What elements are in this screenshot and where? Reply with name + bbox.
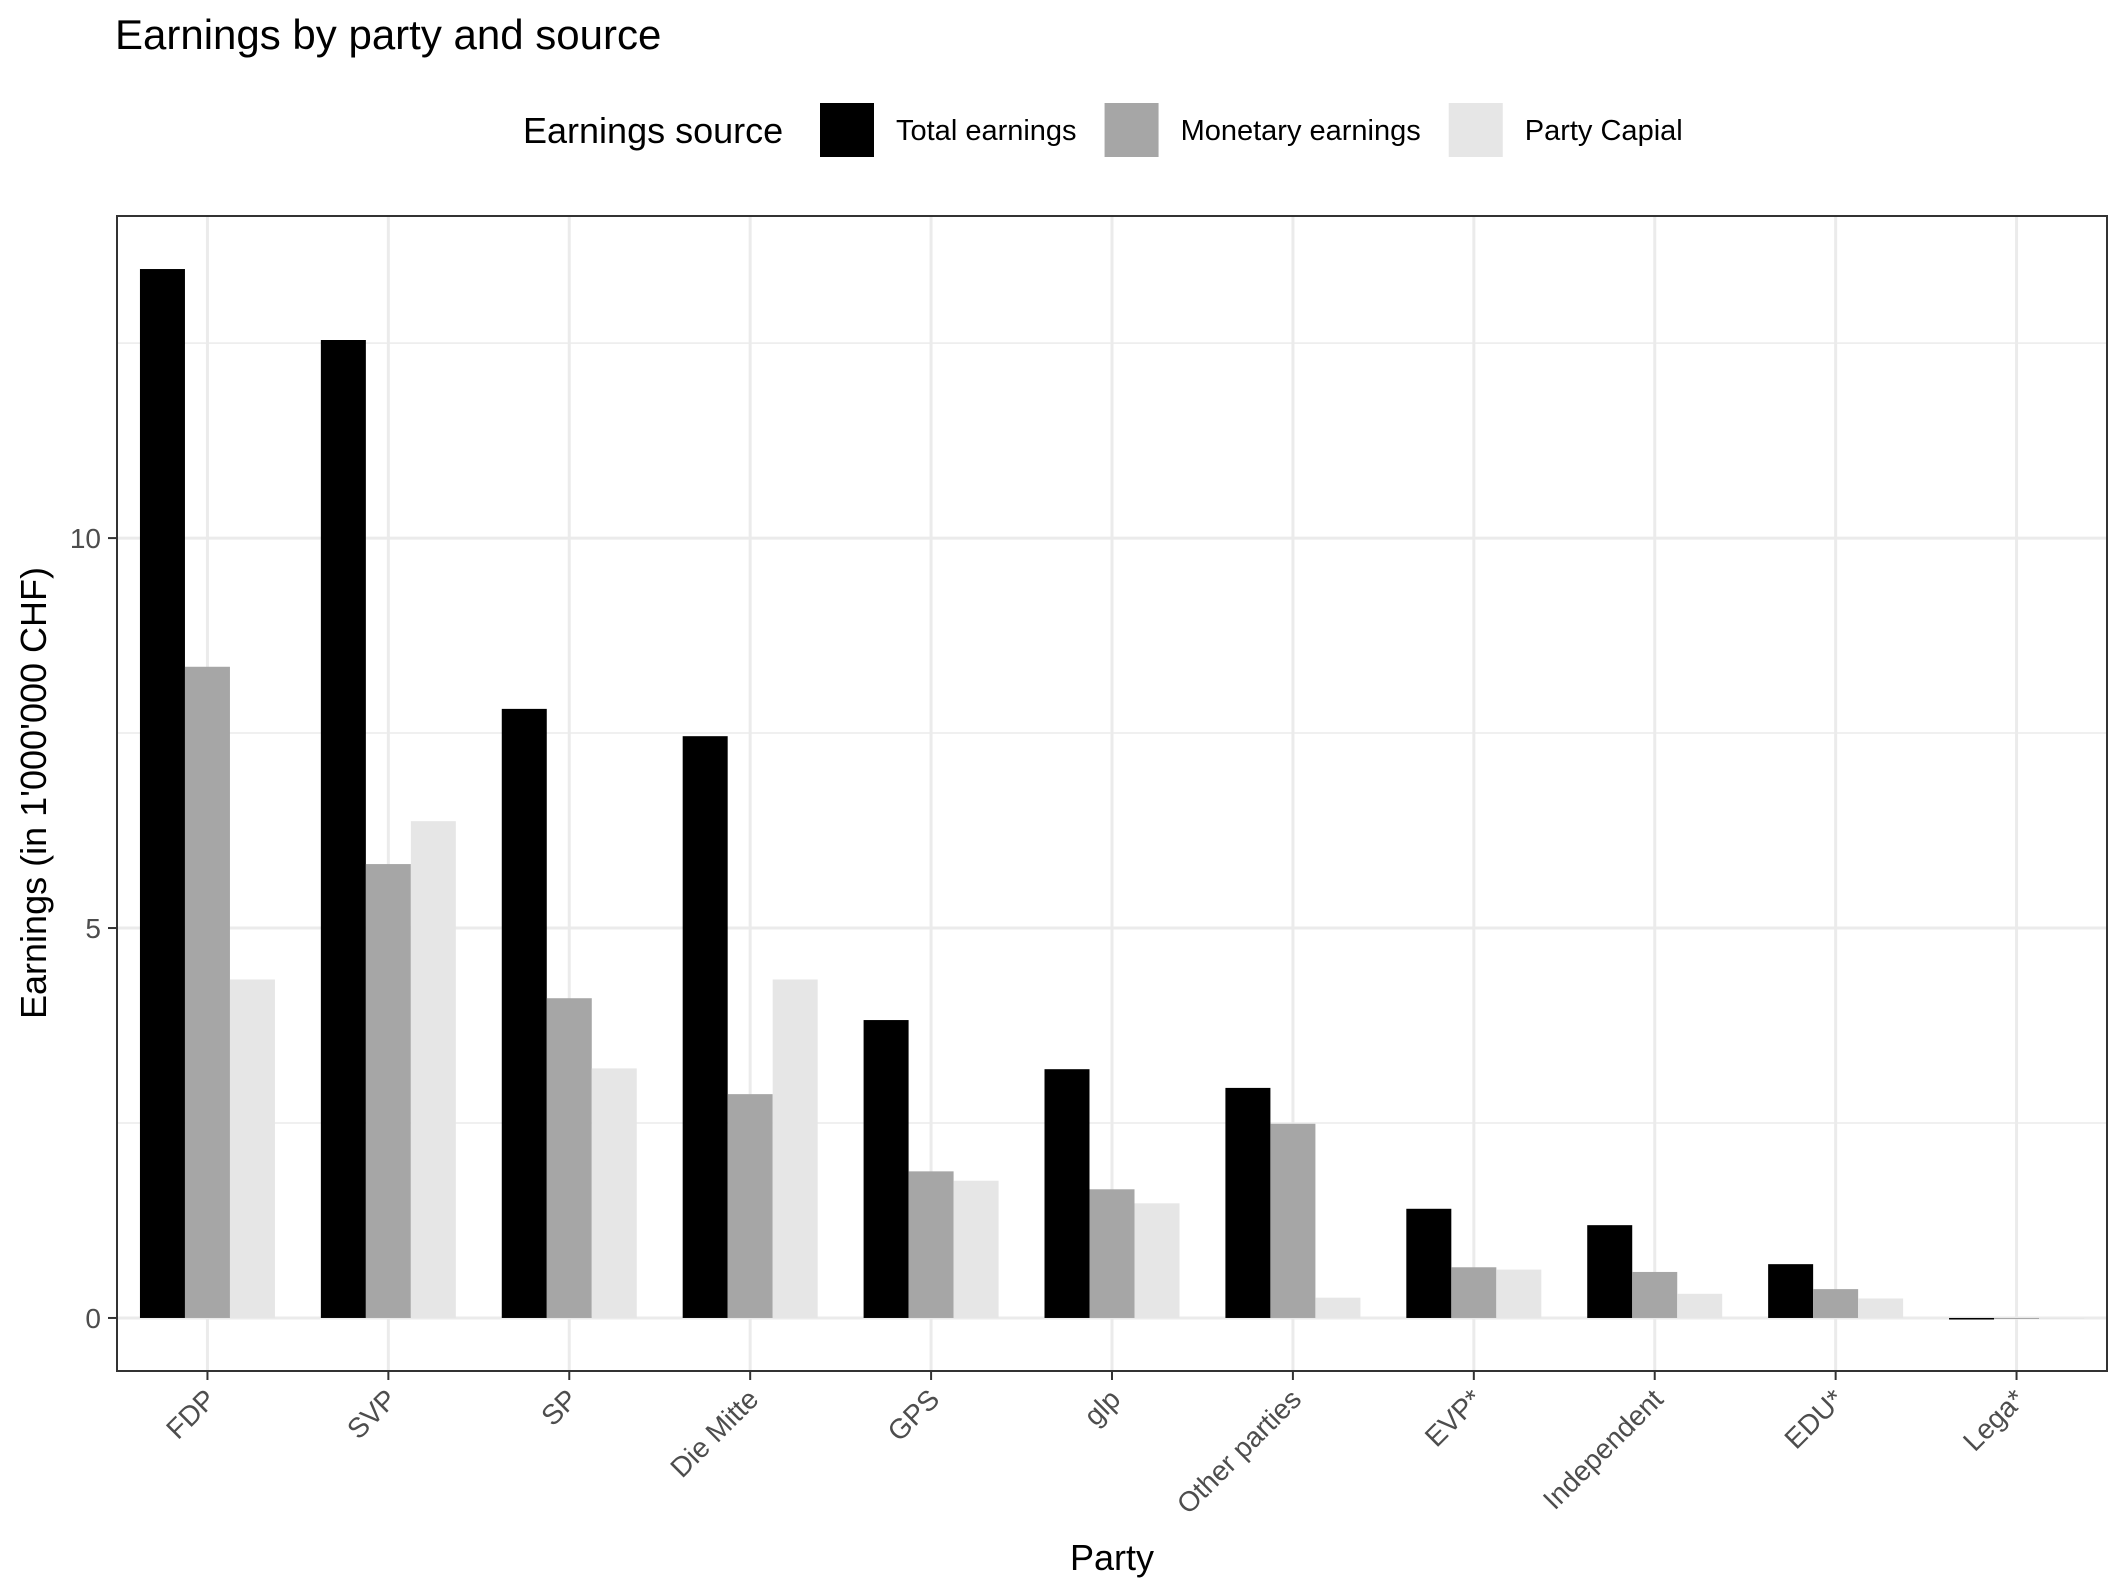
bar-svp-monetary-earnings: [365, 864, 411, 1318]
bar-lega-party-capial: [2039, 1317, 2085, 1319]
legend-label: Monetary earnings: [1181, 115, 1421, 147]
legend-title: Earnings source: [523, 110, 783, 151]
bar-gps-monetary-earnings: [908, 1171, 954, 1318]
y-tick-label: 0: [85, 1303, 101, 1334]
bar-gps-party-capial: [953, 1180, 999, 1318]
bar-die-mitte-party-capial: [772, 979, 818, 1318]
x-axis: FDP SVP SP Die Mitte GPS glp Other parties EVP*…: [160, 1371, 2031, 1520]
x-tick-label: Die Mitte: [664, 1383, 764, 1483]
bar-svp-total-earnings: [320, 340, 366, 1318]
bar-lega-monetary-earnings: [1994, 1317, 2040, 1319]
legend-key: [1448, 103, 1503, 157]
x-tick-label: EVP*: [1419, 1383, 1488, 1452]
legend-label: Party Capial: [1525, 115, 1683, 147]
bar-other-parties-party-capial: [1315, 1297, 1361, 1318]
bar-svp-party-capial: [410, 821, 456, 1318]
bar-sp-total-earnings: [501, 708, 547, 1318]
x-axis-title: Party: [1070, 1537, 1154, 1578]
bar-sp-party-capial: [591, 1068, 637, 1318]
bar-fdp-monetary-earnings: [184, 666, 230, 1318]
bars: [139, 269, 2085, 1320]
bar-die-mitte-total-earnings: [682, 736, 728, 1318]
bar-fdp-party-capial: [229, 979, 275, 1318]
legend-key: [1104, 103, 1159, 157]
x-tick-label: FDP: [160, 1383, 222, 1445]
y-tick-label: 5: [85, 913, 101, 944]
bar-edu-total-earnings: [1768, 1264, 1814, 1318]
x-tick-label: glp: [1078, 1383, 1126, 1431]
x-tick-label: EDU*: [1778, 1383, 1850, 1455]
legend: Earnings source Total earnings Monetary e…: [523, 103, 1683, 157]
bar-die-mitte-monetary-earnings: [727, 1094, 773, 1318]
bar-edu-party-capial: [1858, 1298, 1904, 1318]
x-tick-label: SP: [535, 1383, 583, 1431]
chart-title: Earnings by party and source: [115, 11, 661, 58]
bar-edu-monetary-earnings: [1813, 1289, 1859, 1318]
legend-key: [820, 103, 874, 157]
x-tick-label: Other parties: [1171, 1383, 1307, 1519]
bar-independent-party-capial: [1677, 1293, 1723, 1318]
y-tick-label: 10: [70, 523, 101, 554]
bar-glp-total-earnings: [1044, 1069, 1090, 1318]
bar-sp-monetary-earnings: [546, 998, 592, 1318]
bar-glp-party-capial: [1134, 1203, 1180, 1318]
bar-other-parties-monetary-earnings: [1270, 1123, 1316, 1318]
bar-lega-total-earnings: [1949, 1317, 1995, 1320]
bar-evp-total-earnings: [1406, 1208, 1452, 1318]
y-axis-title: Earnings (in 1'000'000 CHF): [13, 567, 54, 1019]
y-axis: 0 5 10: [70, 523, 117, 1334]
bar-independent-total-earnings: [1587, 1225, 1633, 1318]
bar-evp-party-capial: [1496, 1269, 1542, 1318]
bar-glp-monetary-earnings: [1089, 1189, 1135, 1318]
x-tick-label: Lega*: [1957, 1383, 2031, 1457]
x-tick-label: SVP: [341, 1383, 403, 1445]
x-tick-label: GPS: [882, 1383, 946, 1447]
bar-independent-monetary-earnings: [1632, 1271, 1678, 1318]
bar-other-parties-total-earnings: [1225, 1087, 1271, 1318]
legend-items: Total earnings Monetary earnings Party Cap…: [820, 103, 1683, 157]
x-tick-label: Independent: [1537, 1383, 1669, 1515]
legend-label: Total earnings: [896, 115, 1077, 147]
bar-evp-monetary-earnings: [1451, 1267, 1497, 1318]
bar-gps-total-earnings: [863, 1020, 909, 1318]
bar-fdp-total-earnings: [139, 269, 185, 1318]
